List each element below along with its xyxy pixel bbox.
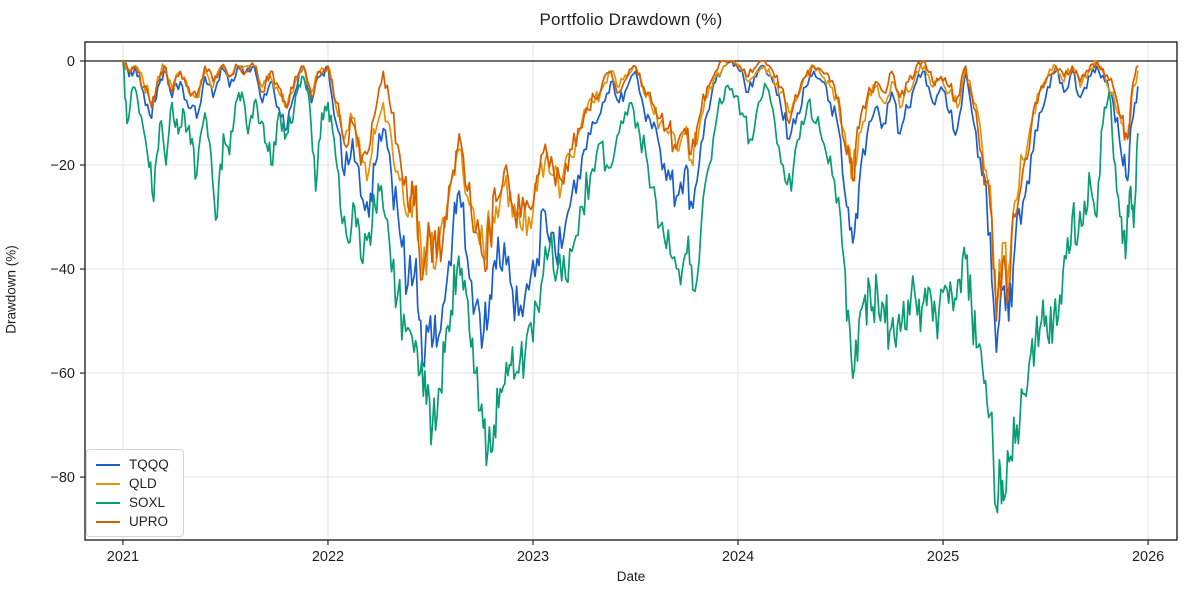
legend-label-tqqq: TQQQ — [129, 457, 169, 472]
y-axis-label: Drawdown (%) — [3, 245, 19, 334]
series-line-tqqq — [122, 60, 1139, 368]
x-tick-label: 2026 — [1132, 549, 1164, 565]
legend: TQQQ QLD SOXL UPRO — [86, 449, 184, 537]
series-line-soxl — [122, 60, 1139, 514]
legend-label-soxl: SOXL — [129, 495, 166, 510]
y-tick-label: 0 — [67, 54, 75, 70]
legend-item-tqqq: TQQQ — [96, 457, 174, 472]
y-tick-label: −20 — [50, 158, 75, 174]
legend-item-soxl: SOXL — [96, 495, 174, 510]
y-tick-label: −80 — [50, 470, 75, 486]
x-tick-label: 2024 — [722, 549, 754, 565]
x-tick-label: 2021 — [107, 549, 139, 565]
x-axis-label: Date — [616, 569, 646, 584]
series-line-qld — [122, 60, 1139, 302]
legend-label-qld: QLD — [129, 476, 157, 491]
y-tick-label: −40 — [50, 262, 75, 278]
series-line-upro — [122, 60, 1139, 322]
legend-swatch-qld — [96, 482, 120, 485]
legend-swatch-soxl — [96, 501, 120, 504]
plot-border — [84, 41, 1178, 541]
chart-title: Portfolio Drawdown (%) — [539, 10, 723, 29]
x-tick-label: 2025 — [927, 549, 959, 565]
x-tick-label: 2023 — [517, 549, 549, 565]
y-tick-label: −60 — [50, 366, 75, 382]
legend-swatch-upro — [96, 520, 120, 523]
legend-swatch-tqqq — [96, 463, 120, 466]
x-tick-label: 2022 — [312, 549, 344, 565]
legend-item-qld: QLD — [96, 476, 174, 491]
legend-item-upro: UPRO — [96, 514, 174, 529]
legend-label-upro: UPRO — [129, 514, 169, 529]
